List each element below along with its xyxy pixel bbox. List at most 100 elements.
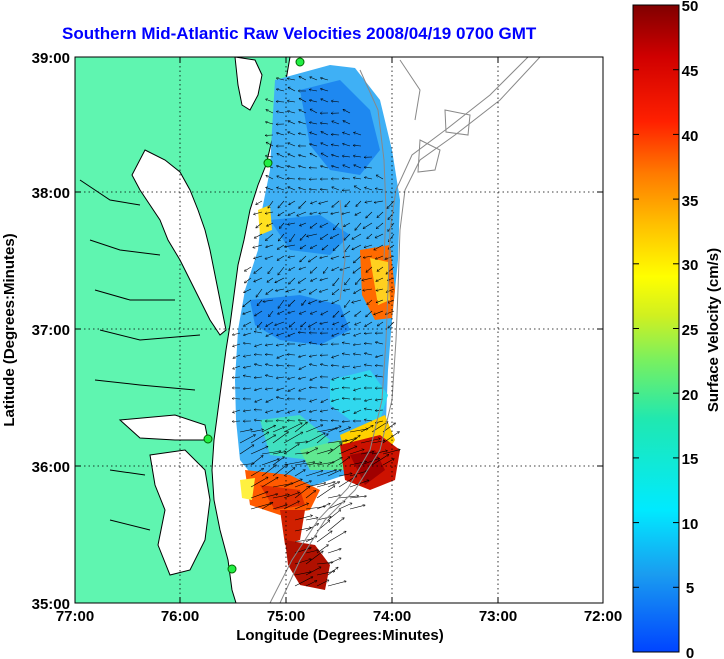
- velocity-arrow: [288, 132, 296, 136]
- velocity-arrow: [287, 111, 296, 114]
- velocity-arrow: [256, 222, 263, 228]
- velocity-arrow: [305, 536, 317, 543]
- velocity-arrow: [364, 375, 373, 378]
- velocity-arrow: [309, 420, 318, 421]
- colorbar-tick: 40: [682, 128, 699, 145]
- velocity-arrow: [332, 266, 340, 271]
- velocity-arrow: [344, 233, 351, 240]
- velocity-arrow: [254, 420, 263, 421]
- velocity-arrow: [338, 446, 357, 455]
- radar-stations: [203, 57, 305, 574]
- velocity-arrow: [322, 266, 329, 274]
- velocity-arrow: [363, 255, 373, 258]
- velocity-arrow: [320, 277, 329, 280]
- velocity-arrow: [376, 299, 384, 303]
- velocity-arrow: [353, 145, 362, 146]
- velocity-arrow: [300, 244, 307, 250]
- velocity-arrow: [367, 233, 373, 239]
- velocity-arrow: [244, 277, 252, 284]
- velocity-arrow: [272, 431, 289, 444]
- velocity-arrow: [232, 332, 241, 335]
- velocity-arrow: [332, 354, 340, 358]
- velocity-arrow: [386, 288, 395, 292]
- velocity-arrow: [288, 187, 296, 191]
- velocity-arrow: [320, 255, 329, 258]
- velocity-arrow: [333, 244, 340, 251]
- velocity-arrow: [320, 222, 329, 227]
- x-tick: 77:00: [56, 608, 94, 625]
- y-tick: 39:00: [32, 50, 70, 67]
- velocity-arrow: [299, 266, 307, 269]
- velocity-arrow: [352, 244, 362, 250]
- velocity-arrow: [286, 288, 296, 292]
- velocity-arrow: [349, 449, 364, 455]
- velocity-arrow: [277, 310, 285, 314]
- velocity-arrow: [344, 244, 351, 252]
- velocity-arrow: [331, 387, 340, 390]
- velocity-arrow: [342, 178, 351, 179]
- velocity-arrow: [327, 457, 342, 466]
- velocity-arrow: [343, 109, 351, 114]
- velocity-arrow: [305, 448, 318, 455]
- velocity-arrow: [243, 299, 252, 307]
- velocity-arrow: [309, 364, 318, 367]
- colorbar-tick: 10: [682, 516, 699, 533]
- velocity-arrow: [327, 495, 341, 499]
- velocity-arrow: [310, 153, 318, 158]
- velocity-arrow: [320, 387, 329, 388]
- velocity-arrow: [354, 288, 362, 294]
- velocity-arrow: [364, 244, 373, 248]
- y-tick-labels: 39:00 38:00 37:00 36:00 35:00: [32, 50, 70, 613]
- velocity-arrow: [316, 449, 333, 455]
- velocity-arrow: [363, 289, 373, 291]
- velocity-arrow: [287, 376, 296, 379]
- velocity-arrow: [376, 289, 384, 291]
- velocity-arrow: [331, 255, 340, 259]
- velocity-arrow: [320, 344, 329, 345]
- velocity-arrow: [353, 266, 362, 273]
- velocity-arrow: [375, 366, 384, 367]
- velocity-arrow: [342, 366, 351, 367]
- velocity-arrow: [265, 375, 274, 378]
- velocity-arrow: [375, 342, 384, 345]
- velocity-arrow: [294, 442, 308, 443]
- colorbar-tick: 25: [682, 322, 699, 339]
- velocity-arrow: [309, 100, 318, 103]
- velocity-arrow: [276, 133, 285, 136]
- velocity-arrow: [289, 321, 296, 327]
- velocity-arrow: [266, 244, 274, 247]
- velocity-arrow: [250, 503, 272, 510]
- velocity-arrow: [338, 473, 352, 477]
- velocity-arrow: [308, 321, 318, 327]
- velocity-arrow: [353, 387, 362, 391]
- velocity-arrow: [332, 121, 340, 125]
- velocity-arrow: [377, 321, 384, 327]
- y-tick: 38:00: [32, 185, 70, 202]
- velocity-arrow: [305, 524, 319, 532]
- velocity-arrow: [332, 200, 340, 207]
- velocity-arrow: [331, 365, 340, 366]
- velocity-arrow: [371, 441, 385, 444]
- velocity-arrow: [333, 277, 340, 286]
- velocity-arrow: [275, 288, 285, 291]
- velocity-arrow: [333, 310, 340, 317]
- velocity-arrow: [309, 355, 318, 357]
- velocity-arrow: [320, 410, 329, 411]
- velocity-arrow: [266, 321, 274, 327]
- velocity-arrow: [342, 376, 351, 379]
- velocity-arrow: [320, 189, 329, 190]
- velocity-arrow: [338, 496, 359, 499]
- velocity-arrow: [278, 200, 285, 208]
- velocity-arrow: [316, 580, 329, 587]
- velocity-arrow: [302, 299, 307, 306]
- velocity-arrow: [310, 77, 318, 81]
- velocity-arrow: [319, 212, 329, 214]
- velocity-arrow: [316, 470, 337, 477]
- velocity-arrow: [272, 495, 290, 499]
- velocity-arrow: [299, 288, 307, 292]
- velocity-arrow: [277, 299, 285, 309]
- velocity-arrow: [360, 439, 381, 444]
- velocity-arrow: [376, 175, 384, 180]
- velocity-arrow: [354, 409, 362, 414]
